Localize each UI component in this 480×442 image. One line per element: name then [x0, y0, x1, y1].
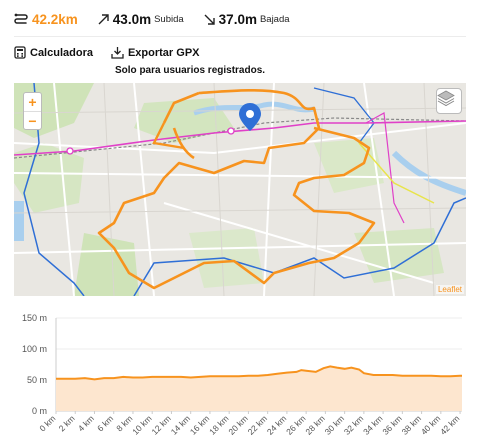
x-tick-label: 20 km [226, 413, 249, 436]
x-tick-label: 14 km [169, 413, 192, 436]
x-tick-label: 28 km [303, 413, 326, 436]
route-icon [14, 13, 28, 24]
descent-value: 37.0m [218, 11, 257, 27]
x-tick-label: 18 km [207, 413, 230, 436]
y-tick-label: 100 m [22, 344, 47, 354]
calculator-label: Calculadora [30, 46, 93, 59]
y-tick-label: 150 m [22, 313, 47, 323]
arrow-down-right-icon [204, 14, 215, 25]
x-tick-label: 24 km [265, 413, 288, 436]
tools-bar: Calculadora Exportar GPX [14, 46, 218, 59]
map-canvas [14, 83, 466, 296]
x-tick-label: 38 km [400, 413, 423, 436]
route-stats: 42.2km 43.0m Subida 37.0m Bajada [14, 8, 310, 30]
x-tick-label: 34 km [361, 413, 384, 436]
route-map[interactable]: + − Leaflet [14, 83, 466, 296]
layers-icon [437, 90, 455, 107]
y-tick-label: 0 m [32, 406, 47, 416]
zoom-in-button[interactable]: + [28, 94, 37, 110]
x-tick-label: 40 km [419, 413, 442, 436]
ascent-stat: 43.0m Subida [98, 12, 184, 27]
arrow-up-right-icon [98, 13, 109, 24]
zoom-out-button[interactable]: − [24, 111, 41, 129]
x-tick-label: 22 km [246, 413, 269, 436]
registered-users-note: Solo para usuarios registrados. [115, 65, 266, 76]
x-tick-label: 26 km [284, 413, 307, 436]
divider [14, 36, 466, 37]
ascent-label: Subida [154, 13, 184, 25]
descent-label: Bajada [259, 13, 290, 25]
x-tick-label: 42 km [438, 413, 461, 436]
x-tick-label: 2 km [57, 413, 77, 433]
elevation-area [56, 366, 462, 411]
y-tick-label: 50 m [27, 375, 47, 385]
ascent-value: 43.0m [112, 11, 152, 27]
x-tick-label: 32 km [342, 413, 365, 436]
x-tick-label: 30 km [323, 413, 346, 436]
x-tick-label: 10 km [130, 413, 153, 436]
zoom-control: + − [23, 92, 42, 130]
x-tick-label: 36 km [380, 413, 403, 436]
distance-stat: 42.2km [14, 12, 78, 27]
elevation-line [56, 365, 462, 381]
calculator-button[interactable]: Calculadora [14, 46, 93, 59]
x-tick-label: 6 km [95, 413, 115, 433]
x-tick-label: 16 km [188, 413, 211, 436]
distance-value: 42.2km [32, 11, 78, 27]
layers-button[interactable] [436, 88, 462, 114]
location-marker-icon[interactable] [239, 103, 261, 131]
calculator-icon [14, 46, 26, 59]
x-tick-label: 12 km [149, 413, 172, 436]
leaflet-attribution[interactable]: Leaflet [435, 285, 464, 294]
export-gpx-button[interactable]: Exportar GPX [111, 46, 200, 59]
export-gpx-label: Exportar GPX [127, 46, 200, 59]
download-icon [111, 47, 124, 59]
descent-stat: 37.0m Bajada [204, 12, 290, 27]
x-tick-label: 4 km [76, 413, 96, 433]
x-tick-label: 0 km [37, 413, 57, 433]
